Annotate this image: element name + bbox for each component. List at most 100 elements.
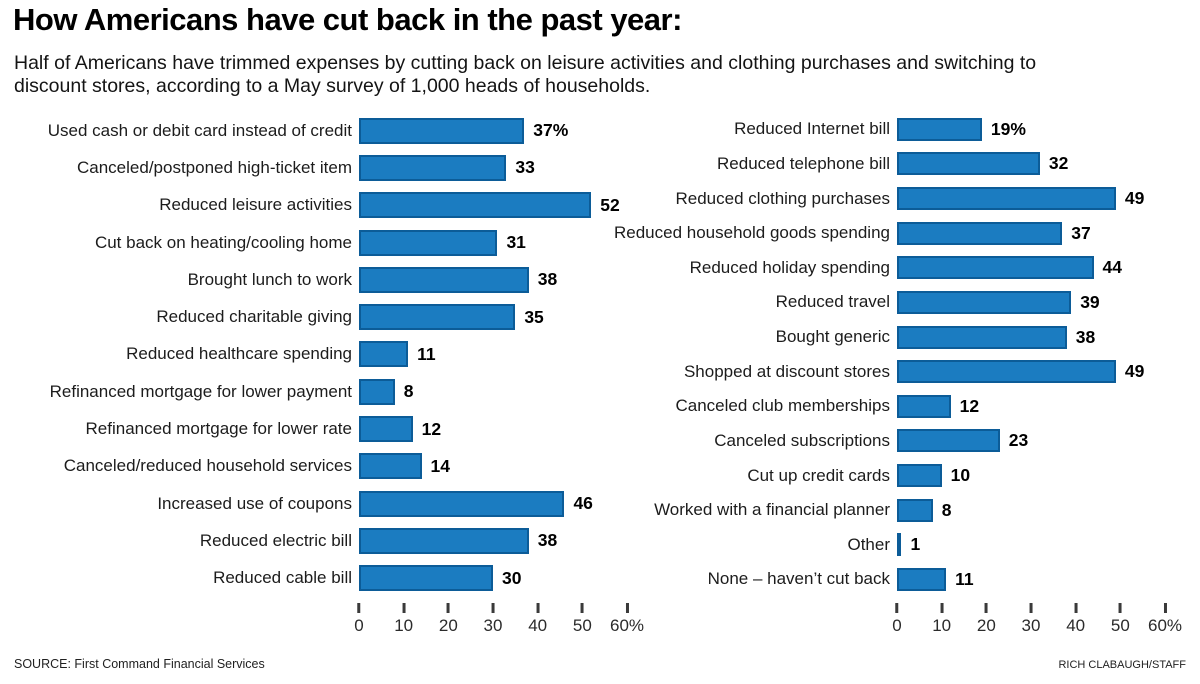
bar-value-label: 11 (955, 568, 974, 589)
axis-tick: 40 (528, 602, 548, 636)
bar-value-label: 38 (1075, 326, 1096, 347)
axis-tick: 60% (609, 602, 645, 636)
tick-label: 50 (572, 615, 592, 635)
bar-value-label: 10 (950, 465, 971, 486)
chart-row: Canceled/postponed high-ticket item 33 (12, 149, 627, 186)
tick-label: 60% (609, 615, 645, 635)
category-label: Canceled/reduced household services (63, 456, 352, 476)
bar-value-label: 35 (524, 306, 544, 327)
tick-mark (895, 602, 899, 613)
bar (897, 256, 1094, 280)
bar (359, 565, 493, 592)
category-label: Bought generic (775, 327, 890, 347)
tick-mark (580, 602, 584, 613)
chart-row: Reduced travel 39 (580, 285, 1165, 320)
tick-label: 20 (438, 615, 458, 635)
category-label: Reduced charitable giving (156, 307, 352, 327)
bar (359, 453, 422, 480)
chart-row: Reduced leisure activities 52 (12, 187, 627, 224)
category-label: Reduced leisure activities (159, 195, 352, 215)
chart-row: Used cash or debit card instead of credi… (12, 112, 627, 149)
bar (897, 429, 1000, 453)
chart-right-axis: 0 10 20 30 40 50 60% (892, 602, 1182, 645)
bar (359, 527, 529, 554)
chart-row: Canceled/reduced household services 14 (12, 448, 627, 485)
bar (359, 154, 507, 181)
tick-mark (984, 602, 988, 613)
bar (359, 304, 516, 331)
chart-row: Canceled club memberships 12 (580, 389, 1165, 424)
category-label: Reduced household goods spending (613, 223, 890, 243)
category-label: Canceled club memberships (675, 396, 891, 416)
category-label: Worked with a financial planner (654, 500, 890, 520)
bar (897, 567, 947, 591)
chart-row: Reduced telephone bill 32 (580, 147, 1165, 182)
bar (359, 192, 592, 219)
chart-row: Cut back on heating/cooling home 31 (12, 224, 627, 261)
chart-right-rows: Reduced Internet bill 19% Reduced telephon… (580, 112, 1165, 597)
page-subtitle: Half of Americans have trimmed expenses … (14, 52, 1037, 97)
axis-tick: 50 (1111, 602, 1130, 636)
category-label: Reduced electric bill (199, 530, 352, 550)
category-label: Reduced travel (775, 292, 890, 312)
bar (897, 394, 951, 418)
tick-mark (1118, 602, 1122, 613)
tick-mark (357, 602, 361, 613)
page-title: How Americans have cut back in the past … (13, 2, 682, 37)
bar-value-label: 33 (515, 157, 535, 178)
axis-tick: 20 (438, 602, 458, 636)
tick-label: 40 (528, 615, 548, 635)
bar (897, 290, 1072, 314)
category-label: Reduced Internet bill (734, 119, 890, 139)
chart-row: Reduced household goods spending 37 (580, 216, 1165, 251)
chart-row: Reduced cable bill 30 (12, 560, 627, 597)
category-label: None – haven’t cut back (707, 569, 890, 589)
tick-mark (446, 602, 450, 613)
tick-label: 0 (354, 615, 364, 635)
bar-value-label: 12 (959, 395, 980, 416)
chart-row: Reduced healthcare spending 11 (12, 336, 627, 373)
bar (359, 490, 565, 517)
category-label: Canceled/postponed high-ticket item (77, 157, 352, 177)
axis-tick: 20 (977, 602, 996, 636)
author-credit: RICH CLABAUGH/STAFF (1058, 659, 1186, 671)
bar-value-label: 12 (421, 418, 442, 439)
tick-label: 30 (483, 615, 503, 635)
bar-value-label: 31 (506, 232, 526, 253)
chart-row: Worked with a financial planner 8 (580, 493, 1165, 528)
bar-value-label: 46 (573, 493, 593, 514)
axis-tick: 60% (1147, 602, 1183, 636)
bar (897, 221, 1063, 245)
bar (897, 533, 902, 557)
bar-value-label: 8 (403, 381, 414, 402)
bar (897, 187, 1116, 211)
bar-value-label: 52 (600, 194, 620, 215)
bar-value-label: 49 (1124, 188, 1145, 209)
tick-label: 60% (1147, 615, 1183, 635)
tick-label: 10 (932, 615, 952, 635)
category-label: Canceled subscriptions (714, 430, 890, 450)
tick-mark (1163, 602, 1167, 613)
chart-row: Reduced Internet bill 19% (580, 112, 1165, 147)
bar (897, 498, 933, 522)
bar-value-label: 30 (502, 567, 522, 588)
tick-label: 40 (1066, 615, 1086, 635)
axis-tick: 0 (354, 602, 364, 636)
chart-row: Refinanced mortgage for lower payment 8 (12, 373, 627, 410)
tick-mark (402, 602, 406, 613)
category-label: Refinanced mortgage for lower payment (49, 381, 352, 401)
category-label: Used cash or debit card instead of credi… (47, 120, 352, 140)
chart-row: Increased use of coupons 46 (12, 485, 627, 522)
bar-value-label: 49 (1124, 361, 1145, 382)
tick-mark (1029, 602, 1033, 613)
category-label: Reduced holiday spending (689, 257, 890, 277)
tick-mark (625, 602, 629, 613)
chart-row: Reduced clothing purchases 49 (580, 181, 1165, 216)
chart-row: Reduced electric bill 38 (12, 522, 627, 559)
category-label: Reduced telephone bill (717, 153, 890, 173)
bar-value-label: 14 (430, 455, 450, 476)
chart-row: Reduced holiday spending 44 (580, 251, 1165, 286)
bar-value-label: 1 (910, 534, 921, 555)
chart-row: Brought lunch to work 38 (12, 261, 627, 298)
bar (897, 152, 1040, 176)
